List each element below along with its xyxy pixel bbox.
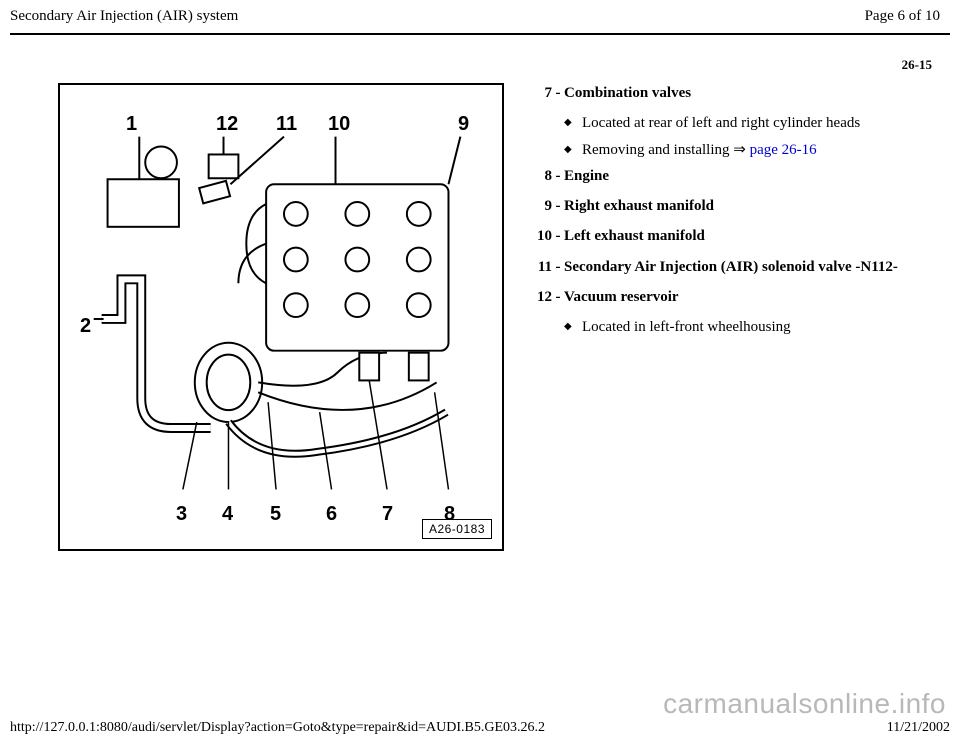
page-link[interactable]: page 26-16 <box>750 142 817 158</box>
item-subpoint: ◆Located at rear of left and right cylin… <box>564 113 938 133</box>
parts-list-item: 7-Combination valves <box>522 83 938 103</box>
diagram-svg <box>60 85 502 549</box>
footer-date: 11/21/2002 <box>887 720 950 736</box>
parts-list-item: 12-Vacuum reservoir <box>522 287 938 307</box>
item-subpoint: ◆Removing and installing ⇒ page 26-16 <box>564 140 938 160</box>
callout-10: 10 <box>328 113 350 136</box>
item-dash: - <box>552 257 564 277</box>
item-subpoint: ◆Located in left-front wheelhousing <box>564 317 938 337</box>
item-number: 11 <box>522 257 552 277</box>
technical-diagram: 1 12 11 10 9 2 3 4 5 6 7 8 A26-0183 <box>58 83 504 551</box>
bullet-icon: ◆ <box>564 140 582 160</box>
item-title: Combination valves <box>564 83 691 103</box>
subpoint-text: Removing and installing ⇒ page 26-16 <box>582 140 938 160</box>
callout-2: 2 <box>80 315 91 338</box>
callout-12: 12 <box>216 113 238 136</box>
page-header: Secondary Air Injection (AIR) system Pag… <box>0 0 960 29</box>
subpoint-text: Located at rear of left and right cylind… <box>582 113 938 133</box>
callout-7: 7 <box>382 503 393 526</box>
item-number: 7 <box>522 83 552 103</box>
watermark: carmanualsonline.info <box>663 688 946 720</box>
bullet-icon: ◆ <box>564 113 582 133</box>
item-title: Left exhaust manifold <box>564 226 705 246</box>
callout-4: 4 <box>222 503 233 526</box>
item-dash: - <box>552 166 564 186</box>
item-number: 8 <box>522 166 552 186</box>
item-dash: - <box>552 196 564 216</box>
parts-list: 7-Combination valves◆Located at rear of … <box>522 83 950 551</box>
header-title: Secondary Air Injection (AIR) system <box>10 8 238 25</box>
item-number: 9 <box>522 196 552 216</box>
item-number: 12 <box>522 287 552 307</box>
page-footer: http://127.0.0.1:8080/audi/servlet/Displ… <box>10 720 950 736</box>
item-title: Right exhaust manifold <box>564 196 714 216</box>
item-number: 10 <box>522 226 552 246</box>
header-page: Page 6 of 10 <box>865 8 940 25</box>
callout-9: 9 <box>458 113 469 136</box>
callout-5: 5 <box>270 503 281 526</box>
footer-url: http://127.0.0.1:8080/audi/servlet/Displ… <box>10 720 545 736</box>
callout-3: 3 <box>176 503 187 526</box>
item-dash: - <box>552 226 564 246</box>
item-title: Secondary Air Injection (AIR) solenoid v… <box>564 257 898 277</box>
parts-list-item: 8-Engine <box>522 166 938 186</box>
parts-list-item: 11-Secondary Air Injection (AIR) solenoi… <box>522 257 938 277</box>
callout-11: 11 <box>276 113 297 136</box>
bullet-icon: ◆ <box>564 317 582 337</box>
arrow-icon: ⇒ <box>733 141 746 158</box>
subpoint-text: Located in left-front wheelhousing <box>582 317 938 337</box>
item-dash: - <box>552 287 564 307</box>
item-title: Engine <box>564 166 609 186</box>
section-number: 26-15 <box>0 35 960 83</box>
figure-legend: A26-0183 <box>422 519 492 539</box>
callout-1: 1 <box>126 113 137 136</box>
item-title: Vacuum reservoir <box>564 287 679 307</box>
parts-list-item: 10-Left exhaust manifold <box>522 226 938 246</box>
parts-list-item: 9-Right exhaust manifold <box>522 196 938 216</box>
main-content: 1 12 11 10 9 2 3 4 5 6 7 8 A26-0183 7-Co… <box>0 83 960 551</box>
item-dash: - <box>552 83 564 103</box>
callout-6: 6 <box>326 503 337 526</box>
